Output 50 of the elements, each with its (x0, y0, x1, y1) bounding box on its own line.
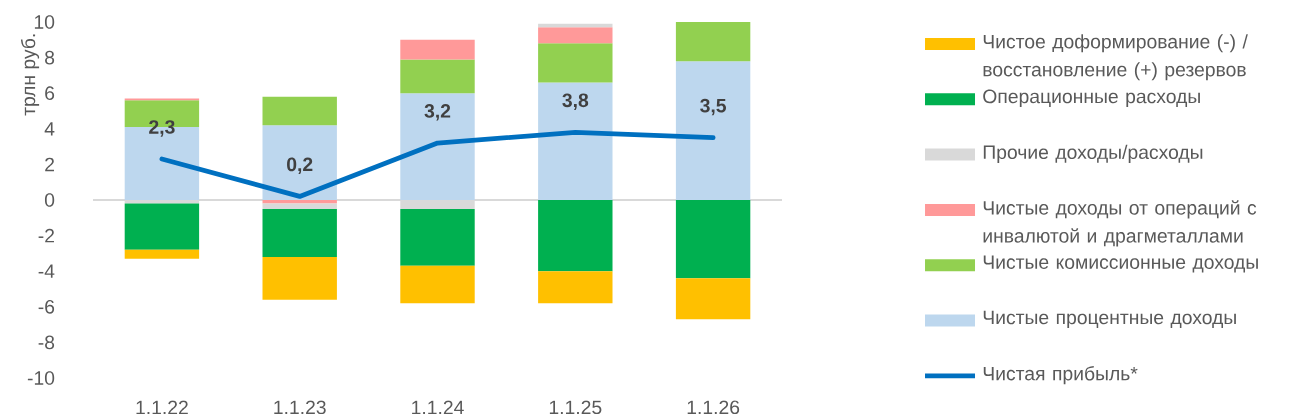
bar (538, 271, 613, 304)
y-tick-label: 8 (45, 50, 55, 65)
legend-label: Операционные расходы (983, 89, 1200, 108)
bar (400, 59, 475, 94)
legend-label: Чистое доформирование (-) / восстановление (+) резервов (983, 34, 1248, 81)
bar (400, 265, 475, 304)
bar (400, 93, 475, 200)
x-tick-label: 1.1.24 (412, 400, 464, 414)
bar (262, 208, 337, 257)
bar (400, 39, 475, 60)
bar (538, 82, 613, 200)
y-tick-label: -2 (38, 228, 54, 243)
x-tick-label: 1.1.23 (274, 400, 326, 414)
data-label: 3,5 (700, 98, 727, 116)
data-label: 3,8 (562, 93, 589, 110)
x-tick-label: 1.1.26 (687, 400, 740, 414)
bar (124, 203, 200, 250)
x-tick-label: 1.1.22 (136, 400, 188, 414)
y-axis-title: трлн руб. (20, 34, 40, 116)
bar (262, 200, 337, 204)
data-label: 0,2 (287, 157, 313, 175)
bar (124, 249, 200, 259)
bar (675, 61, 751, 200)
y-tick-label: -4 (38, 264, 55, 278)
bar (262, 203, 337, 209)
y-tick-label: 2 (45, 157, 54, 172)
y-tick-label: 4 (44, 122, 55, 136)
bar (675, 22, 751, 62)
bar (538, 200, 613, 272)
legend-label: Прочие доходы/расходы (983, 144, 1203, 163)
bar (262, 125, 337, 200)
legend-label: Чистая прибыль* (983, 366, 1138, 385)
bar (675, 278, 751, 320)
legend-label: Чистые доходы от операций с инвалютой и драгметаллами (983, 200, 1257, 247)
x-tick-label: 1.1.25 (549, 400, 602, 414)
y-tick-label: 6 (45, 86, 55, 101)
bar (400, 208, 475, 266)
legend-label: Чистые комиссионные доходы (983, 255, 1258, 273)
bar (538, 27, 613, 44)
y-tick-label: -10 (27, 371, 55, 385)
y-tick-label: 10 (34, 15, 55, 29)
y-tick-label: -6 (38, 299, 55, 314)
bar (262, 256, 337, 300)
y-tick-label: 0 (44, 193, 55, 207)
bar (675, 200, 751, 279)
legend-label: Чистые процентные доходы (983, 310, 1236, 329)
y-tick-label: -8 (38, 335, 55, 350)
data-label: 3,2 (424, 104, 451, 121)
bar (538, 43, 613, 83)
bar (262, 96, 337, 126)
